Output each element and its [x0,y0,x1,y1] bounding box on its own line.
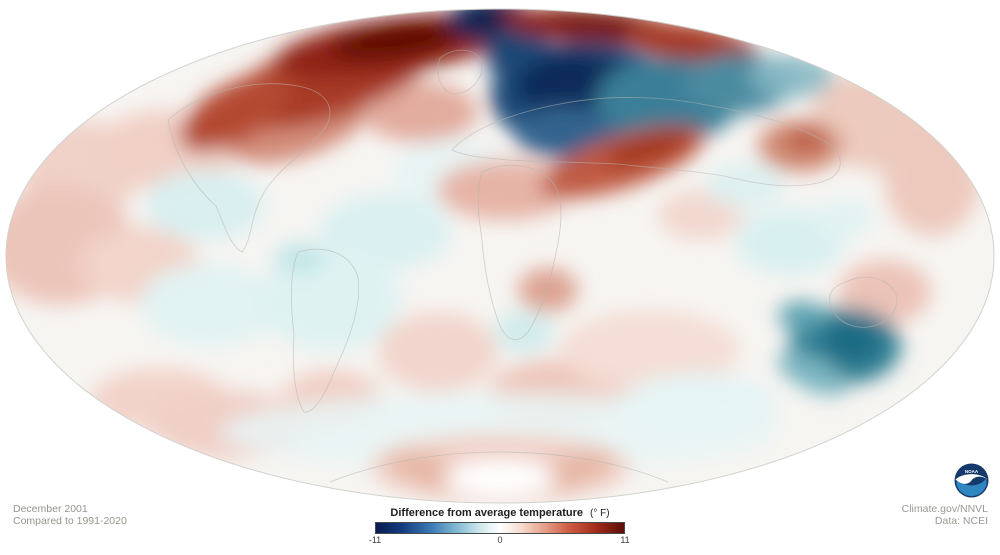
anomaly-blob [778,301,826,331]
anomaly-blob [274,242,326,274]
anomaly-blob [884,120,980,236]
map-outline [5,8,995,504]
legend-unit: (° F) [590,508,610,519]
noaa-logo-wave [956,478,987,497]
anomaly-blob [362,82,478,142]
anomaly-blob [258,248,402,352]
anomaly-blob [494,310,554,354]
anomaly-blob [330,21,466,59]
anomaly-blob [179,72,291,152]
anomaly-blob [705,163,785,207]
tick-min: -11 [368,535,382,545]
tick-max: 11 [620,535,630,545]
anomaly-field [6,9,980,502]
anomaly-blob [815,198,875,238]
coastlines [167,49,898,483]
anomaly-blob [823,321,879,361]
coastline-greenland [437,49,483,95]
caption-baseline: Compared to 1991-2020 [13,515,127,528]
anomaly-blob [140,263,280,347]
colorbar [375,522,625,534]
coastline-south-america [290,248,360,413]
anomaly-blob [437,160,573,220]
coastline-australia [829,276,898,328]
credits: Climate.gov/NNVL Data: NCEI [902,503,988,528]
noaa-logo: NOAA [954,463,989,498]
anomaly-blob [378,312,498,392]
anomaly-blob [560,310,740,390]
caption-period: December 2001 [13,502,88,515]
credit-data: Data: NCEI [934,515,988,528]
anomaly-blob [518,268,578,312]
coastline-africa [477,164,562,340]
anomaly-blob [839,260,931,324]
anomaly-blob [513,106,617,158]
legend: Difference from average temperature (° F… [368,507,630,547]
tick-zero: 0 [497,535,503,545]
anomaly-blob [750,54,834,98]
anomaly-blob [220,392,780,472]
anomaly-blob [145,170,265,240]
coastline-north-america [167,83,331,253]
legend-title: Difference from average temperature (° F… [370,507,630,519]
anomaly-blob [604,128,692,168]
anomaly-blob [786,128,826,152]
legend-title-text: Difference from average temperature [390,507,583,519]
noaa-logo-label: NOAA [965,469,979,474]
noaa-logo-bird [955,474,988,484]
anomaly-blob [445,460,555,496]
credit-source: Climate.gov/NNVL [901,502,988,515]
anomaly-blob [776,352,848,396]
coastline-antarctica [329,451,669,483]
date-caption: December 2001 Compared to 1991-2020 [13,503,127,528]
coastline-eurasia [451,97,841,187]
colorbar-ticks: -11 0 11 [368,535,630,547]
